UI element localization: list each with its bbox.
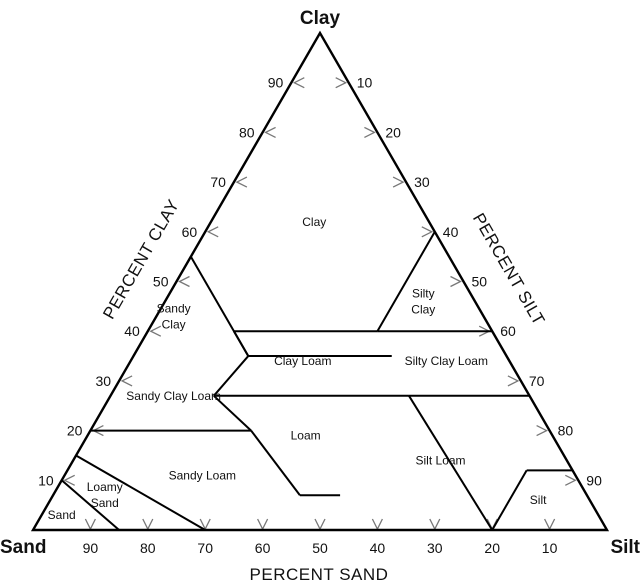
boundary-line-8 (213, 395, 252, 432)
silt-tick-labels: 10 20 30 40 50 60 70 80 90 (357, 75, 602, 489)
silt-tick-10: 10 (357, 75, 373, 91)
clay-tick-20: 20 (67, 423, 83, 439)
silt-arrow-80 (536, 425, 549, 437)
region-label-clay: Clay (302, 215, 326, 229)
silt-tick-50: 50 (472, 274, 488, 290)
sand-tick-90: 90 (83, 540, 99, 556)
silt-tick-30: 30 (414, 174, 430, 190)
region-label-silt: Silt (530, 493, 547, 507)
corner-label-clay: Clay (300, 8, 341, 29)
sand-tick-30: 30 (427, 540, 443, 556)
sand-tick-80: 80 (140, 540, 156, 556)
region-label-sandy-clay-loam: Sandy Clay Loam (126, 389, 221, 403)
clay-arrow-50 (178, 275, 190, 288)
triangle-outline (30, 30, 610, 532)
clay-arrow-10 (63, 474, 75, 486)
region-label-silt-loam: Silt Loam (416, 453, 466, 467)
sand-tick-50: 50 (312, 540, 328, 556)
silt-arrow-90 (565, 474, 577, 486)
region-label-loamy-sand: Loamy Sand (87, 480, 123, 510)
silt-tick-80: 80 (558, 423, 574, 439)
axis-title-sand: PERCENT SAND (250, 565, 389, 584)
clay-tick-10: 10 (38, 472, 54, 488)
sand-arrow-10 (544, 518, 556, 531)
boundary-line-18 (61, 479, 120, 531)
silt-arrow-50 (450, 275, 462, 288)
boundary-line-2 (376, 231, 436, 332)
silt-tick-70: 70 (529, 373, 545, 389)
clay-tick-80: 80 (239, 124, 255, 140)
region-label-silty-clay-loam: Silty Clay Loam (405, 354, 488, 368)
clay-arrow-80 (264, 126, 276, 138)
sand-tick-10: 10 (542, 540, 558, 556)
sand-arrow-30 (429, 518, 441, 531)
sand-tick-20: 20 (484, 540, 500, 556)
clay-arrow-90 (292, 77, 305, 89)
silt-tick-40: 40 (443, 224, 459, 240)
clay-arrow-30 (120, 375, 133, 387)
silt-tick-90: 90 (586, 472, 602, 488)
silt-arrow-40 (421, 226, 434, 238)
class-boundaries (61, 231, 573, 531)
region-label-loam: Loam (291, 429, 321, 443)
sand-arrow-40 (371, 518, 383, 531)
silt-tick-60: 60 (500, 323, 516, 339)
silt-tick-20: 20 (385, 124, 401, 140)
corner-label-silt: Silt (610, 537, 640, 558)
clay-arrow-40 (149, 325, 162, 337)
sand-tick-70: 70 (197, 540, 213, 556)
boundary-line-17 (75, 454, 206, 531)
clay-tick-60: 60 (182, 224, 198, 240)
silt-arrow-30 (392, 176, 405, 188)
region-label-silty-clay: Silty Clay (411, 286, 435, 316)
boundary-line-16 (491, 469, 528, 531)
clay-tick-70: 70 (210, 174, 226, 190)
clay-tick-90: 90 (268, 75, 284, 91)
sand-arrow-90 (84, 518, 96, 531)
sand-arrow-50 (314, 518, 326, 531)
corner-label-sand: Sand (0, 537, 46, 558)
silt-arrow-10 (335, 77, 348, 89)
silt-arrow-70 (507, 375, 520, 387)
boundary-line-4 (233, 330, 250, 357)
clay-tick-labels: 10 20 30 40 50 60 70 80 90 (38, 75, 283, 489)
region-label-clay-loam: Clay Loam (274, 354, 331, 368)
sand-arrow-80 (142, 518, 154, 531)
region-label-sandy-clay: Sandy Clay (157, 301, 191, 331)
region-label-sand: Sand (48, 508, 76, 522)
boundary-line-7 (213, 355, 250, 397)
boundary-line-12 (250, 429, 301, 496)
tick-arrows (63, 77, 577, 531)
clay-tick-40: 40 (124, 323, 140, 339)
silt-arrow-20 (364, 126, 376, 138)
sand-tick-60: 60 (255, 540, 271, 556)
sand-tick-labels: 90 80 70 60 50 40 30 20 10 (83, 540, 558, 556)
texture-class-labels: Clay Sandy Clay Silty Clay Clay Loam Silty Cla… (48, 215, 547, 522)
clay-arrow-60 (206, 226, 219, 238)
sand-tick-40: 40 (370, 540, 386, 556)
region-label-sandy-loam: Sandy Loam (169, 468, 236, 482)
clay-arrow-70 (235, 176, 248, 188)
sand-arrow-60 (257, 518, 269, 531)
clay-tick-30: 30 (96, 373, 112, 389)
clay-tick-50: 50 (153, 274, 169, 290)
boundary-line-14 (408, 395, 494, 531)
